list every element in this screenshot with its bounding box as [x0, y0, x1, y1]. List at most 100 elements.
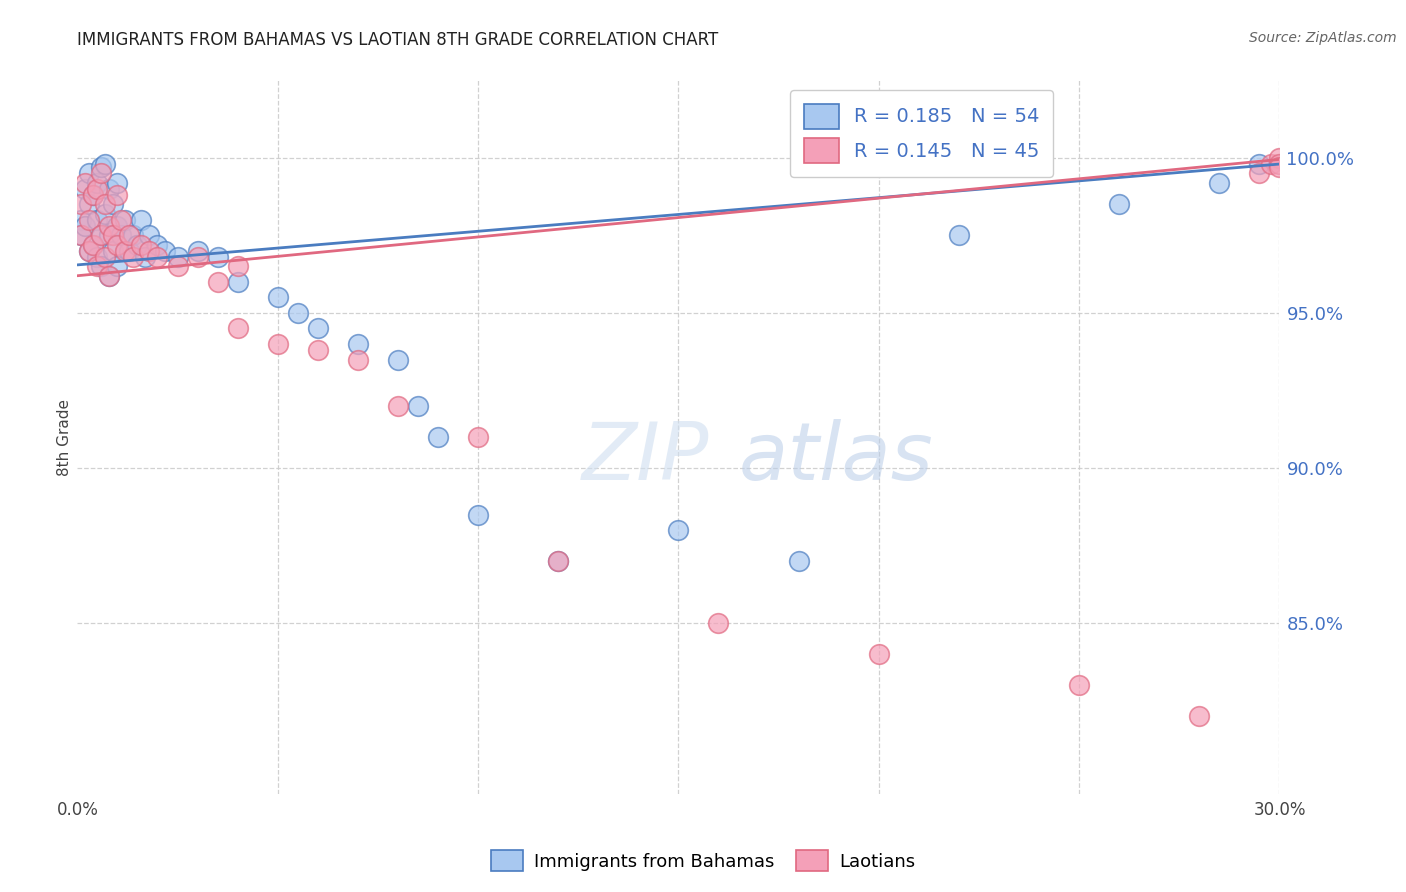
- Point: [90, 228, 112, 243]
- Point: [1260, 157, 1282, 171]
- Legend: Immigrants from Bahamas, Laotians: Immigrants from Bahamas, Laotians: [484, 843, 922, 879]
- Point: [82, 237, 104, 252]
- Point: [75, 182, 97, 196]
- Point: [82, 188, 104, 202]
- Point: [1268, 151, 1291, 165]
- Point: [79, 197, 101, 211]
- Point: [547, 554, 569, 568]
- Point: [1108, 197, 1130, 211]
- Text: Source: ZipAtlas.com: Source: ZipAtlas.com: [1249, 31, 1396, 45]
- Point: [207, 275, 229, 289]
- Y-axis label: 8th Grade: 8th Grade: [56, 399, 72, 475]
- Point: [166, 260, 188, 274]
- Legend: R = 0.185   N = 54, R = 0.145   N = 45: R = 0.185 N = 54, R = 0.145 N = 45: [790, 90, 1053, 177]
- Point: [122, 228, 145, 243]
- Point: [226, 275, 249, 289]
- Point: [70, 213, 93, 227]
- Text: IMMIGRANTS FROM BAHAMAS VS LAOTIAN 8TH GRADE CORRELATION CHART: IMMIGRANTS FROM BAHAMAS VS LAOTIAN 8TH G…: [77, 31, 718, 49]
- Point: [86, 250, 108, 264]
- Point: [70, 228, 93, 243]
- Point: [287, 306, 309, 320]
- Point: [146, 250, 169, 264]
- Point: [427, 430, 450, 444]
- Point: [155, 244, 177, 258]
- Point: [1268, 157, 1291, 171]
- Point: [134, 250, 156, 264]
- Point: [187, 250, 209, 264]
- Point: [122, 250, 145, 264]
- Point: [127, 237, 149, 252]
- Point: [94, 157, 117, 171]
- Point: [82, 188, 104, 202]
- Point: [387, 399, 409, 413]
- Point: [107, 188, 129, 202]
- Point: [86, 213, 108, 227]
- Point: [467, 508, 489, 522]
- Point: [79, 244, 101, 258]
- Point: [267, 290, 290, 304]
- Point: [98, 182, 121, 196]
- Point: [467, 430, 489, 444]
- Point: [131, 213, 153, 227]
- Point: [90, 160, 112, 174]
- Point: [547, 554, 569, 568]
- Point: [1249, 166, 1271, 180]
- Point: [98, 268, 121, 283]
- Point: [98, 219, 121, 233]
- Point: [347, 337, 370, 351]
- Point: [406, 399, 429, 413]
- Point: [1208, 176, 1230, 190]
- Point: [347, 352, 370, 367]
- Point: [86, 260, 108, 274]
- Point: [79, 166, 101, 180]
- Point: [86, 176, 108, 190]
- Text: atlas: atlas: [738, 419, 934, 498]
- Point: [79, 244, 101, 258]
- Point: [103, 228, 125, 243]
- Point: [226, 321, 249, 335]
- Point: [70, 228, 93, 243]
- Point: [668, 523, 690, 537]
- Point: [387, 352, 409, 367]
- Point: [1249, 157, 1271, 171]
- Point: [86, 182, 108, 196]
- Point: [226, 260, 249, 274]
- Point: [82, 237, 104, 252]
- Point: [75, 219, 97, 233]
- Point: [267, 337, 290, 351]
- Point: [138, 228, 160, 243]
- Point: [118, 244, 141, 258]
- Point: [90, 260, 112, 274]
- Point: [307, 343, 329, 358]
- Point: [103, 197, 125, 211]
- Point: [110, 228, 132, 243]
- Point: [948, 228, 970, 243]
- Point: [70, 197, 93, 211]
- Point: [98, 268, 121, 283]
- Point: [187, 244, 209, 258]
- Point: [94, 197, 117, 211]
- Point: [146, 237, 169, 252]
- Point: [98, 228, 121, 243]
- Point: [110, 213, 132, 227]
- Point: [94, 250, 117, 264]
- Point: [118, 228, 141, 243]
- Point: [114, 244, 136, 258]
- Point: [307, 321, 329, 335]
- Point: [207, 250, 229, 264]
- Point: [1188, 709, 1211, 723]
- Point: [868, 647, 890, 661]
- Point: [90, 166, 112, 180]
- Point: [107, 237, 129, 252]
- Point: [131, 237, 153, 252]
- Point: [787, 554, 810, 568]
- Point: [707, 616, 730, 631]
- Point: [103, 244, 125, 258]
- Point: [107, 176, 129, 190]
- Point: [114, 213, 136, 227]
- Point: [1069, 678, 1091, 692]
- Point: [107, 260, 129, 274]
- Point: [138, 244, 160, 258]
- Text: ZIP: ZIP: [582, 419, 710, 498]
- Point: [94, 207, 117, 221]
